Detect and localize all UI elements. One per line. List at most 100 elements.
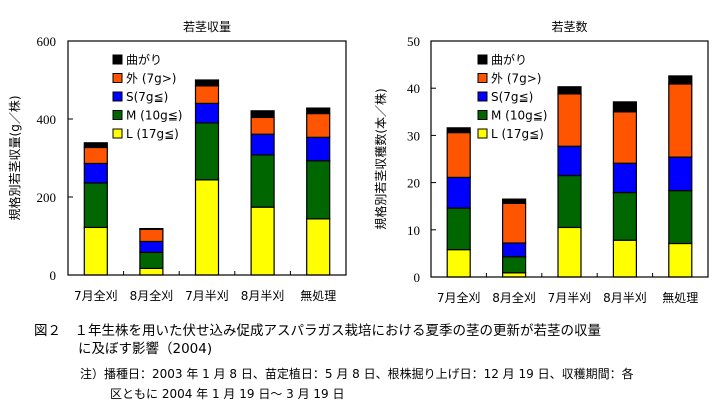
y-tick-label: 400 xyxy=(37,112,57,127)
bar-segment xyxy=(502,198,527,204)
note-line-2: 区ともに 2004 年 1 月 19 日～ 3 月 19 日 xyxy=(110,387,345,401)
bar-segment xyxy=(612,191,638,241)
bar-segment xyxy=(306,107,331,115)
plot-frame xyxy=(67,40,347,276)
bar-segment xyxy=(250,110,275,119)
bar-segment xyxy=(139,227,164,230)
y-tick-label: 600 xyxy=(37,34,57,49)
y-tick-label: 10 xyxy=(407,223,420,238)
y-tick-label: 0 xyxy=(414,270,421,285)
bar-segment xyxy=(83,226,108,276)
legend-swatch xyxy=(477,128,488,139)
bar-segment xyxy=(612,101,638,113)
legend-label: S(7g≦) xyxy=(126,90,168,104)
bar-segment xyxy=(83,146,108,165)
bar-segment xyxy=(668,156,693,192)
y-tick-label: 200 xyxy=(37,190,57,205)
bar-segment xyxy=(194,79,220,87)
y-tick-label: 30 xyxy=(407,128,420,143)
x-tick-label: 8月全刈 xyxy=(492,290,536,305)
bar-segment xyxy=(83,162,108,184)
bar-segment xyxy=(668,83,693,158)
legend-label: S(7g≦) xyxy=(491,90,533,104)
bar-segment xyxy=(306,218,331,276)
bar-segment xyxy=(250,116,275,135)
legend-swatch xyxy=(112,73,123,83)
bar-segment xyxy=(502,202,527,244)
chart-title: 若茎数 xyxy=(551,19,587,34)
x-tick-label: 7月半刈 xyxy=(185,289,229,303)
x-tick-label: 8月全刈 xyxy=(130,288,174,303)
bar-segment xyxy=(557,145,582,177)
y-tick-label: 20 xyxy=(407,176,420,191)
note-line-1: 注）播種日：2003 年 1 月 8 日、苗定植日：5 月 8 日、根株掘り上げ… xyxy=(80,367,634,381)
legend-swatch xyxy=(477,54,488,65)
bar-segment xyxy=(139,251,164,269)
bar-segment xyxy=(83,142,108,149)
bar-segment xyxy=(194,102,220,124)
plot-frame xyxy=(430,40,709,278)
bar-segment xyxy=(668,190,693,245)
y-tick-label: 50 xyxy=(407,34,420,49)
bar-segment xyxy=(306,136,331,162)
y-axis-label: 規格別若茎収量(g／株) xyxy=(7,96,22,221)
bar-segment xyxy=(306,112,331,138)
bar-segment xyxy=(557,226,582,278)
bar-segment xyxy=(139,240,164,253)
bar-segment xyxy=(668,242,693,278)
legend-swatch xyxy=(112,54,123,65)
legend-swatch xyxy=(477,91,488,102)
legend-label: 曲がり xyxy=(126,52,162,67)
x-tick-label: 8月半刈 xyxy=(603,291,647,305)
bar-segment xyxy=(306,160,331,220)
x-tick-label: 7月全刈 xyxy=(437,290,481,305)
bar-segment xyxy=(83,182,108,229)
bar-segment xyxy=(250,206,275,276)
bar-segment xyxy=(612,111,638,164)
x-tick-label: 無処理 xyxy=(662,290,698,305)
legend-swatch xyxy=(112,128,123,139)
bar-segment xyxy=(612,239,638,278)
bar-segment xyxy=(446,207,471,251)
legend-label: L (17g≦) xyxy=(491,127,544,141)
bar-segment xyxy=(250,133,275,156)
legend-label: M (10g≦) xyxy=(491,109,547,123)
figure-caption: 図２ １年生株を用いた伏せ込み促成アスパラガス栽培における夏季の茎の更新が若茎の… xyxy=(34,322,724,358)
y-axis-label: 規格別若茎収穫数(本／株) xyxy=(373,88,388,229)
bar-segment xyxy=(446,127,471,134)
y-tick-label: 0 xyxy=(50,268,57,283)
bar-segment xyxy=(250,154,275,208)
caption-line-2: に及ぼす影響（2004) xyxy=(78,341,213,357)
bar-segment xyxy=(502,272,527,278)
bar-segment xyxy=(557,93,582,147)
bar-segment xyxy=(502,242,527,258)
x-tick-label: 7月半刈 xyxy=(548,291,592,305)
figure-note: 注）播種日：2003 年 1 月 8 日、苗定植日：5 月 8 日、根株掘り上げ… xyxy=(80,364,634,404)
legend-label: 外 (7g>) xyxy=(491,72,542,86)
legend-swatch xyxy=(112,110,123,120)
bar-segment xyxy=(502,256,527,274)
bar-segment xyxy=(446,176,471,209)
legend-label: 曲がり xyxy=(491,52,527,67)
bar-segment xyxy=(446,249,471,278)
bar-segment xyxy=(139,267,164,276)
x-tick-label: 無処理 xyxy=(300,288,336,303)
chart-title: 若茎収量 xyxy=(183,20,231,34)
x-tick-label: 8月半刈 xyxy=(241,289,285,303)
bar-segment xyxy=(557,174,582,229)
bar-segment xyxy=(139,228,164,243)
bar-segment xyxy=(612,162,638,194)
legend-label: L (17g≦) xyxy=(126,127,179,141)
bar-segment xyxy=(557,86,582,95)
bar-segment xyxy=(194,85,220,104)
legend-swatch xyxy=(477,73,488,83)
x-tick-label: 7月全刈 xyxy=(74,288,118,303)
bar-segment xyxy=(194,179,220,276)
caption-line-1: 図２ １年生株を用いた伏せ込み促成アスパラガス栽培における夏季の茎の更新が若茎の… xyxy=(34,323,601,339)
legend-label: 外 (7g>) xyxy=(126,72,177,86)
bar-segment xyxy=(194,122,220,181)
legend-label: M (10g≦) xyxy=(126,109,182,123)
legend-swatch xyxy=(112,91,123,102)
